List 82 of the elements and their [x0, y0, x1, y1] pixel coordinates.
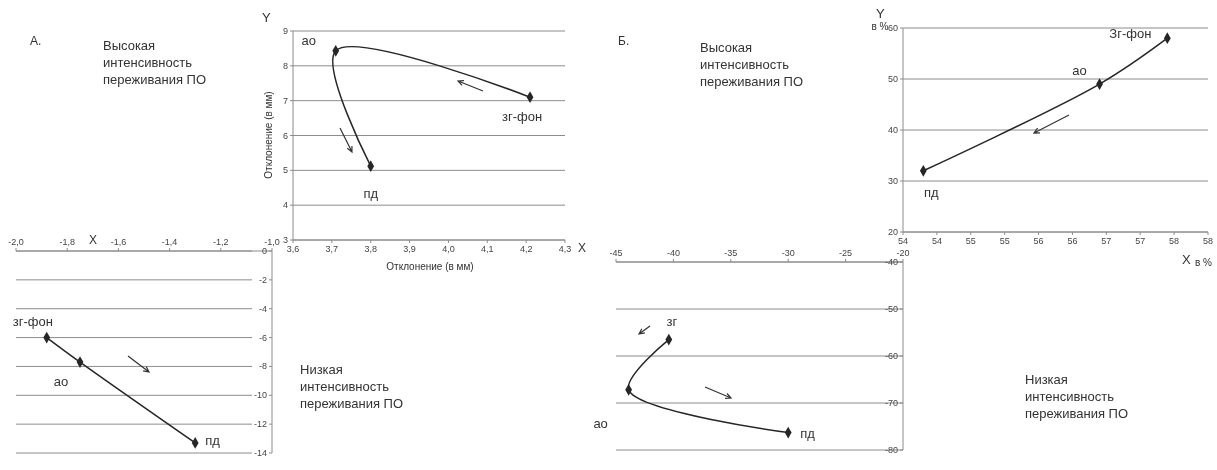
annotation: пд — [363, 186, 379, 202]
x-axis-title: Отклонение (в мм) — [386, 261, 474, 272]
x-tick-label: -35 — [724, 248, 738, 258]
x-tick-label: 4,3 — [558, 244, 572, 254]
y-tick-label: 4 — [282, 200, 288, 211]
x-tick-label: 4,1 — [481, 244, 494, 254]
text: Низкая интенсивность переживания ПО — [300, 362, 404, 411]
x-tick-label: -20 — [896, 248, 910, 258]
y-tick-label: 40 — [887, 125, 898, 135]
annotation: зг-фон — [501, 109, 543, 125]
annotation: ао — [1072, 63, 1087, 79]
x-tick-label: -1,8 — [59, 237, 75, 247]
text: Высокая интенсивность переживания ПО — [700, 40, 804, 89]
y-tick-label: 30 — [887, 176, 898, 186]
y-axis-title: в % — [871, 21, 889, 32]
y-tick-label: -80 — [884, 445, 898, 455]
y-tick-label: 7 — [282, 95, 288, 106]
annotation: ао — [301, 32, 316, 48]
text: X — [578, 241, 587, 255]
text: А. — [30, 34, 42, 48]
y-tick-label: 8 — [282, 60, 288, 71]
x-tick-label: 3,7 — [325, 244, 339, 254]
x-tick-label: 57 — [1135, 236, 1146, 246]
text: X — [88, 233, 98, 247]
annotation: зг — [666, 313, 678, 329]
y-tick-label: 6 — [282, 130, 288, 141]
y-axis-title: Отклонение (в мм) — [263, 91, 274, 179]
x-tick-label: 55 — [965, 236, 976, 246]
x-tick-label: 3,9 — [403, 244, 416, 254]
x-tick-label: 4,2 — [519, 244, 533, 254]
x-tick-label: 55 — [999, 236, 1010, 246]
y-tick-label: 50 — [887, 74, 898, 84]
text: Y — [876, 6, 885, 21]
annotation: Зг-фон — [1109, 26, 1152, 42]
x-tick-label: -1,6 — [110, 237, 127, 247]
y-tick-label: -14 — [253, 448, 267, 458]
x-tick-label: 3,6 — [286, 244, 300, 254]
y-tick-label: 9 — [282, 26, 288, 36]
annotation: пд — [205, 432, 221, 448]
text: Б. — [618, 34, 630, 48]
text: Низкая интенсивность переживания ПО — [1025, 372, 1129, 421]
annotation: ао — [53, 374, 69, 390]
y-tick-label: 60 — [887, 23, 898, 33]
x-tick-label: -25 — [839, 248, 853, 258]
x-tick-label: -1,0 — [264, 237, 280, 247]
x-tick-label: -1,4 — [161, 237, 178, 247]
annotation: пд — [924, 184, 940, 200]
y-tick-label: -70 — [884, 398, 898, 408]
x-tick-label: 58 — [1202, 236, 1214, 246]
y-tick-label: 0 — [261, 246, 267, 256]
x-tick-label: -40 — [666, 248, 680, 258]
x-tick-label: 57 — [1101, 236, 1112, 246]
annotation: ао — [593, 415, 608, 431]
y-tick-label: -40 — [884, 257, 898, 267]
x-tick-label: 3,8 — [364, 244, 377, 254]
y-tick-label: -10 — [253, 390, 267, 401]
y-tick-label: -50 — [884, 304, 898, 314]
x-tick-label: 54 — [897, 236, 909, 246]
y-tick-label: -4 — [258, 303, 267, 314]
text: X — [1182, 252, 1191, 267]
x-tick-label: -45 — [609, 248, 623, 258]
x-tick-label: 58 — [1169, 236, 1180, 246]
y-tick-label: -6 — [258, 332, 267, 343]
x-tick-label: 54 — [931, 236, 942, 246]
x-tick-label: 56 — [1067, 236, 1078, 246]
y-tick-label: -8 — [258, 361, 267, 372]
y-tick-label: -12 — [253, 419, 267, 430]
x-tick-label: 4,0 — [442, 244, 455, 254]
y-tick-label: -2 — [258, 274, 267, 285]
y-tick-label: 3 — [282, 235, 288, 245]
x-tick-label: 56 — [1033, 236, 1044, 246]
y-tick-label: 5 — [282, 165, 288, 176]
text: Высокая интенсивность переживания ПО — [103, 38, 207, 87]
x-tick-label: -30 — [781, 248, 795, 258]
annotation: пд — [800, 425, 816, 441]
y-tick-label: -60 — [884, 351, 898, 361]
x-axis-title: в % — [1195, 257, 1213, 268]
text: Y — [262, 10, 271, 25]
x-tick-label: -1,2 — [213, 237, 229, 247]
x-tick-label: -2,0 — [8, 237, 24, 247]
annotation: зг-фон — [12, 313, 53, 329]
y-tick-label: 20 — [887, 227, 898, 237]
